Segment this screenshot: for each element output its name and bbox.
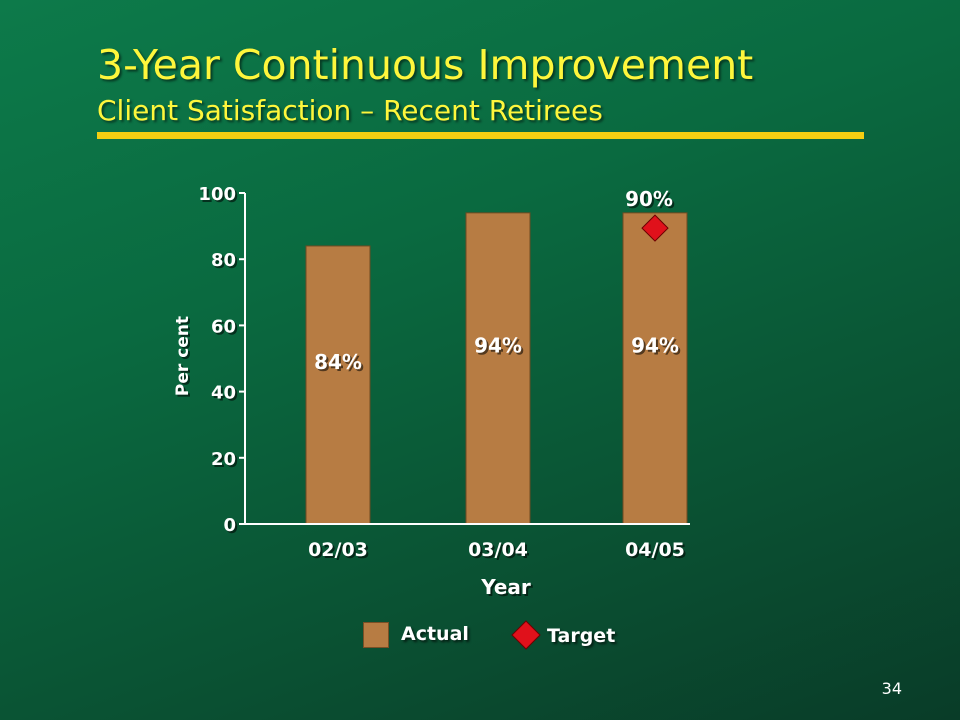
bar-02/03 xyxy=(305,245,371,525)
bar-03/04 xyxy=(465,212,531,525)
x-tick-label-04/05-shadow: 04/05 xyxy=(627,541,687,563)
x-axis-title: Year xyxy=(480,575,531,599)
y-axis-title-shadow: Per cent xyxy=(175,318,195,398)
page-number: 34 xyxy=(881,679,902,698)
x-axis-title-shadow: Year xyxy=(482,577,533,601)
y-tick-label-100: 100 xyxy=(198,184,236,205)
data-label-target-04/05-shadow: 90% xyxy=(627,189,675,213)
x-tick-label-03/04-shadow: 03/04 xyxy=(470,541,530,563)
data-label-actual-04/05-shadow: 94% xyxy=(633,335,681,359)
x-tick-label-02/03: 02/03 xyxy=(308,539,368,561)
legend-actual-label: Actual xyxy=(401,623,469,645)
target-marker-04/05 xyxy=(641,214,669,242)
y-tick-label-80: 80 xyxy=(211,250,236,271)
y-tick-label-0: 0 xyxy=(223,515,236,536)
y-tick-label-0-shadow: 0 xyxy=(225,517,238,538)
slide-subtitle: Client Satisfaction – Recent Retirees xyxy=(97,94,603,127)
data-label-target-04/05: 90% xyxy=(625,187,673,211)
x-tick-label-04/05: 04/05 xyxy=(625,539,685,561)
data-label-actual-03/04: 94% xyxy=(474,333,522,357)
title-underline xyxy=(97,132,864,139)
slide-title: 3-Year Continuous Improvement xyxy=(97,41,754,89)
y-tick-label-80-shadow: 80 xyxy=(213,252,238,273)
y-tick-label-100-shadow: 100 xyxy=(200,186,238,207)
y-tick-label-20: 20 xyxy=(211,449,236,470)
y-tick-label-40: 40 xyxy=(211,383,236,404)
y-tick-label-20-shadow: 20 xyxy=(213,451,238,472)
bar-04/05 xyxy=(622,212,688,525)
data-label-actual-04/05: 94% xyxy=(631,333,679,357)
data-label-actual-02/03: 84% xyxy=(314,350,362,374)
y-tick-label-40-shadow: 40 xyxy=(213,385,238,406)
legend-target-label: Target xyxy=(547,625,616,647)
data-label-actual-03/04-shadow: 94% xyxy=(476,335,524,359)
y-axis-title: Per cent xyxy=(173,316,193,396)
x-tick-label-03/04: 03/04 xyxy=(468,539,528,561)
y-tick-label-60-shadow: 60 xyxy=(213,318,238,339)
legend-actual-swatch xyxy=(363,622,389,648)
y-tick-label-60: 60 xyxy=(211,316,236,337)
x-tick-label-02/03-shadow: 02/03 xyxy=(310,541,370,563)
data-label-actual-02/03-shadow: 84% xyxy=(316,352,364,376)
legend-target-diamond-icon xyxy=(511,620,541,650)
